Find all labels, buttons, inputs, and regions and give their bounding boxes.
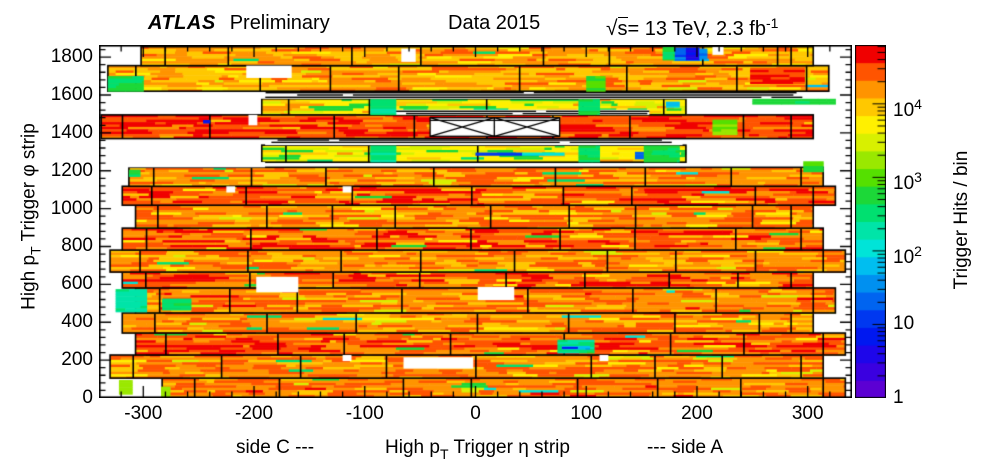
experiment-name: ATLAS (148, 12, 216, 34)
colorbar-canvas (855, 45, 886, 398)
y-tick-label: 1200 (50, 159, 93, 181)
colorbar-title: Trigger Hits / bin (951, 150, 972, 290)
x-tick-label: -200 (235, 403, 274, 424)
x-tick-label: 0 (470, 403, 481, 424)
colorbar-tick-label: 103 (893, 169, 922, 195)
x-tick-label: 200 (681, 403, 713, 424)
x-axis-title: High pT Trigger η strip (385, 437, 570, 462)
y-tick-label: 0 (82, 387, 93, 408)
colorbar-tick-label: 102 (893, 242, 922, 268)
side-c-label: side C --- (235, 437, 315, 458)
sqrt-icon: √ (606, 17, 618, 40)
y-tick-label: 1000 (50, 197, 93, 219)
colorbar-tick-label: 10 (893, 313, 915, 335)
colorbar-tick-label: 104 (893, 95, 922, 121)
y-tick-label: 1400 (50, 121, 93, 143)
side-a-label: --- side A (646, 437, 724, 458)
energy-label: √s= 13 TeV, 2.3 fb-1 (606, 15, 779, 40)
y-tick-label: 200 (61, 349, 93, 371)
y-tick-label: 1600 (50, 83, 93, 105)
experiment-status: Preliminary (229, 12, 330, 34)
colorbar-tick-label: 1 (893, 387, 904, 408)
x-tick-label: -300 (124, 403, 163, 424)
y-tick-label: 400 (61, 311, 93, 333)
x-tick-label: 100 (570, 403, 603, 424)
heatmap-canvas (99, 45, 852, 398)
header-left: ATLAS Preliminary (148, 11, 330, 35)
x-tick-label: -100 (345, 403, 384, 424)
y-tick-label: 1800 (50, 46, 93, 68)
y-tick-label: 800 (61, 235, 93, 257)
x-tick-label: 300 (791, 403, 824, 424)
dataset-label: Data 2015 (448, 12, 541, 34)
y-tick-label: 600 (61, 273, 93, 295)
